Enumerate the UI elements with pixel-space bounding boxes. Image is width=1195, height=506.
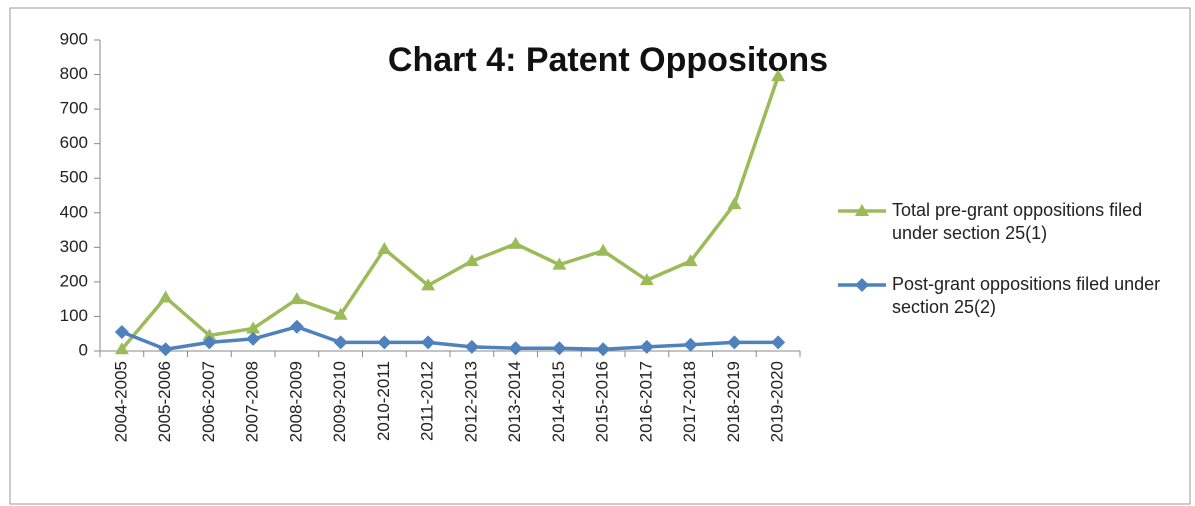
chart-frame [9,7,1191,505]
series-line [120,75,780,351]
x-tick-label: 2011-2012 [418,361,437,441]
y-tick-label: 900 [60,29,88,48]
data-point [464,339,479,354]
data-point [421,278,436,291]
data-point [771,335,786,350]
data-point [421,335,436,350]
data-point [727,335,742,350]
x-tick-label: 2015-2016 [593,361,612,442]
data-point [202,335,217,350]
y-tick-label: 400 [60,202,88,221]
data-point [289,319,304,334]
y-tick-label: 300 [60,237,88,256]
x-tick-label: 2005-2006 [155,361,174,442]
legend-label: Post-grant oppositions filed under secti… [892,274,1161,317]
y-tick-label: 600 [60,133,88,152]
data-point [289,292,304,305]
x-tick-label: 2014-2015 [549,361,568,442]
legend-marker [855,204,869,216]
data-point [683,254,698,267]
legend-label: Total pre-grant oppositions filed under … [892,200,1143,243]
chart-title: Chart 4: Patent Oppositons [388,41,828,79]
data-point [727,197,742,210]
data-point [377,335,392,350]
x-tick-label: 2009-2010 [330,361,349,442]
y-tick-label: 200 [60,271,88,290]
series-line [121,325,779,352]
data-point [683,337,698,352]
data-point [377,242,392,255]
data-point [158,290,173,303]
data-point [114,324,129,339]
legend-marker [855,278,869,292]
data-point [246,321,261,334]
data-point [114,342,129,355]
data-point [246,331,261,346]
data-point [333,335,348,350]
data-point [158,342,173,357]
x-tick-label: 2012-2013 [461,361,480,442]
x-tick-label: 2016-2017 [636,361,655,442]
x-tick-label: 2019-2020 [768,361,787,442]
x-tick-label: 2010-2011 [374,361,393,441]
x-tick-label: 2006-2007 [199,361,218,442]
data-point [639,273,654,286]
y-tick-label: 500 [60,168,88,187]
data-point [596,243,611,256]
data-point [639,339,654,354]
data-point [552,341,567,356]
data-point [508,341,523,356]
data-point [552,257,567,270]
x-tick-label: 2007-2008 [243,361,262,442]
y-tick-label: 700 [60,99,88,118]
y-tick-label: 800 [60,64,88,83]
x-tick-label: 2017-2018 [680,361,699,442]
x-tick-label: 2013-2014 [505,361,524,442]
x-tick-label: 2008-2009 [286,361,305,442]
data-point [508,236,523,249]
x-tick-label: 2018-2019 [724,361,743,442]
data-point [771,69,786,82]
y-tick-label: 100 [60,306,88,325]
x-tick-label: 2004-2005 [111,361,130,442]
data-point [464,254,479,267]
y-tick-label: 0 [79,340,88,359]
data-point [596,342,611,357]
data-point [202,328,217,341]
data-point [333,307,348,320]
